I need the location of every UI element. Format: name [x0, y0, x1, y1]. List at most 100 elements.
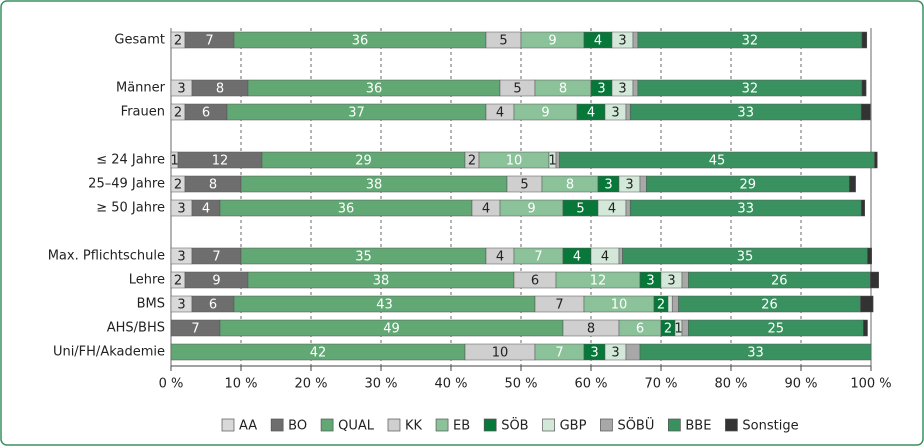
data-label: 9 [212, 274, 220, 289]
legend-swatch [387, 418, 401, 432]
bar-segment [625, 199, 631, 217]
bar-segment [861, 31, 868, 49]
data-label: 2 [657, 298, 665, 313]
x-tick-label: 10 % [224, 377, 257, 392]
bar-segment [860, 103, 871, 121]
data-label: 26 [761, 298, 778, 313]
data-label: 12 [212, 154, 229, 169]
data-label: 33 [747, 346, 764, 361]
bar-segment [618, 247, 623, 265]
data-label: 6 [209, 298, 217, 313]
data-label: 7 [191, 322, 199, 337]
data-label: 49 [383, 322, 400, 337]
data-label: 3 [611, 346, 619, 361]
data-label: 3 [611, 106, 619, 121]
data-label: 4 [482, 202, 490, 217]
y-tick-label: 25–49 Jahre [88, 177, 165, 192]
data-label: 8 [209, 178, 217, 193]
data-label: 9 [541, 106, 549, 121]
bar-segment [870, 271, 879, 289]
data-label: 32 [742, 34, 759, 49]
data-label: 5 [576, 202, 584, 217]
x-tick-label: 50 % [504, 377, 537, 392]
x-tick-label: 40 % [434, 377, 467, 392]
data-label: 5 [520, 178, 528, 193]
bar-segment [639, 175, 647, 193]
x-tick-label: 70 % [644, 377, 677, 392]
y-tick-label: Frauen [121, 105, 165, 120]
data-label: 3 [604, 178, 612, 193]
data-label: 3 [646, 274, 654, 289]
data-label: 6 [202, 106, 210, 121]
y-tick-label: Uni/FH/Akademie [53, 345, 165, 360]
data-label: 35 [737, 250, 754, 265]
x-tick-label: 0 % [159, 377, 184, 392]
data-label: 29 [355, 154, 372, 169]
x-tick-label: 90 % [784, 377, 817, 392]
y-tick-label: ≥ 50 Jahre [96, 201, 165, 216]
legend-swatch [600, 418, 613, 432]
data-label: 43 [376, 298, 393, 313]
data-label: 5 [499, 34, 507, 49]
data-label: 3 [597, 82, 605, 97]
legend-swatch [270, 418, 284, 432]
bar-segment [863, 319, 868, 337]
data-label: 4 [202, 202, 210, 217]
data-label: 37 [348, 106, 365, 121]
y-tick-label: Max. Pflichtschule [48, 249, 165, 264]
legend-label: BBE [685, 419, 711, 434]
x-tick-label: 60 % [574, 377, 607, 392]
data-label: 3 [618, 34, 626, 49]
data-label: 8 [216, 82, 224, 97]
y-tick-label: Männer [116, 81, 166, 96]
data-label: 38 [366, 178, 383, 193]
data-label: 10 [611, 298, 628, 313]
data-label: 6 [636, 322, 644, 337]
data-label: 10 [506, 154, 523, 169]
data-label: 2 [664, 322, 672, 337]
y-tick-label: ≤ 24 Jahre [96, 153, 165, 168]
data-label: 36 [366, 82, 383, 97]
data-label: 1 [548, 154, 556, 169]
data-label: 33 [737, 106, 754, 121]
bar-segment [867, 247, 872, 265]
data-label: 3 [590, 346, 598, 361]
data-label: 7 [555, 346, 563, 361]
bar-segment [860, 199, 865, 217]
legend-label: Sonstige [742, 419, 798, 434]
data-label: 3 [177, 250, 185, 265]
data-label: 8 [587, 322, 595, 337]
bar-segment [625, 343, 641, 361]
data-label: 2 [174, 106, 182, 121]
data-label: 36 [352, 34, 369, 49]
data-label: 2 [174, 34, 182, 49]
bar-segment [860, 295, 874, 313]
bar-segment [671, 295, 679, 313]
legend-swatch [668, 418, 681, 432]
data-label: 4 [601, 250, 609, 265]
data-label: 7 [555, 298, 563, 313]
data-label: 12 [590, 274, 607, 289]
bar-segment [667, 295, 673, 313]
y-tick-label: Lehre [129, 273, 165, 288]
legend-label: GBP [560, 419, 587, 434]
data-label: 4 [594, 34, 602, 49]
data-label: 4 [496, 250, 504, 265]
data-label: 25 [768, 322, 785, 337]
data-label: 35 [355, 250, 372, 265]
data-label: 8 [559, 82, 567, 97]
data-label: 7 [212, 250, 220, 265]
legend-label: QUAL [338, 419, 375, 434]
legend-label: KK [405, 419, 423, 434]
legend-swatch [542, 418, 555, 432]
data-label: 9 [548, 34, 556, 49]
data-label: 3 [177, 82, 185, 97]
y-tick-label: AHS/BHS [107, 321, 165, 336]
data-label: 3 [177, 202, 185, 217]
legend-label: BO [288, 419, 307, 434]
bar-segment [861, 79, 867, 97]
data-label: 6 [531, 274, 539, 289]
data-label: 1 [170, 154, 178, 169]
x-tick-label: 100 % [850, 377, 891, 392]
legend-label: EB [453, 419, 470, 434]
